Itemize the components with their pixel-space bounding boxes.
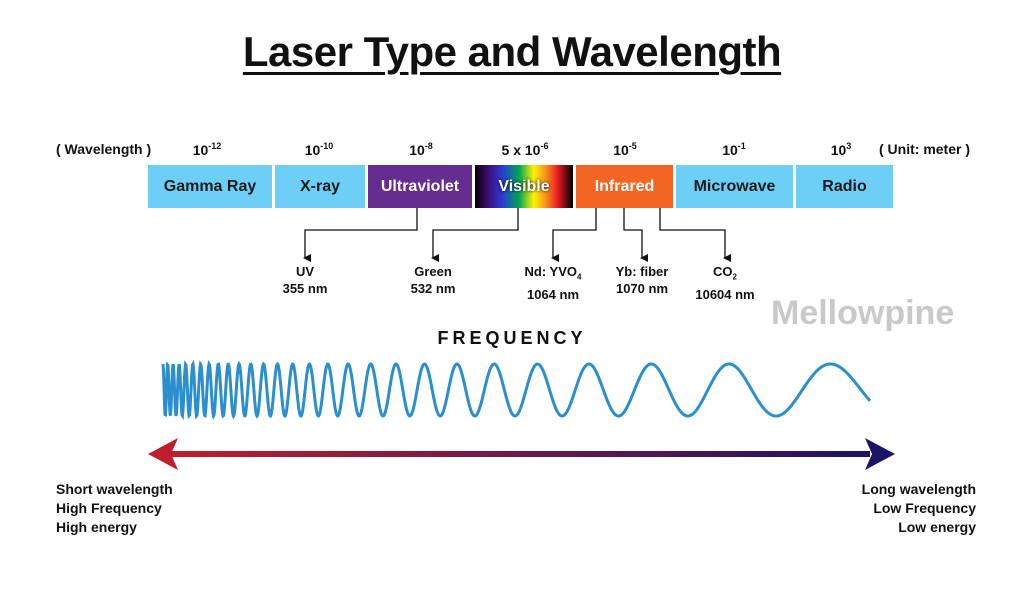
band-microwave: Microwave	[676, 165, 793, 208]
wavelength-tick-gamma: 10-12	[192, 141, 222, 158]
wavelength-tick-xray: 10-10	[304, 141, 334, 158]
band-gamma-ray: Gamma Ray	[148, 165, 272, 208]
band-ultraviolet: Ultraviolet	[368, 165, 472, 208]
left-end-notes: Short wavelength High Frequency High energ…	[56, 481, 173, 535]
watermark-logo: Mellowpine	[771, 294, 955, 332]
connector-green	[431, 208, 519, 262]
laser-yb-fiber: Yb: fiber 1070 nm	[615, 264, 669, 296]
band-infrared: Infrared	[576, 165, 673, 208]
frequency-wave	[161, 359, 872, 421]
wavelength-tick-infrared: 10-5	[613, 141, 637, 158]
wavelength-tick-microwave: 10-1	[722, 141, 746, 158]
frequency-label: FREQUENCY	[437, 328, 587, 348]
connector-ndyvo4	[551, 208, 597, 262]
laser-nd-yvo4: Nd: YVO4 1064 nm	[524, 264, 582, 302]
wavelength-arrow	[148, 438, 895, 470]
wavelength-label: ( Wavelength )	[56, 141, 152, 157]
band-x-ray: X-ray	[275, 165, 365, 208]
connector-yb-fiber	[623, 208, 648, 262]
laser-uv: UV 355 nm	[282, 264, 328, 296]
page-title: Laser Type and Wavelength	[242, 28, 782, 75]
laser-co2: CO2 10604 nm	[695, 264, 755, 302]
connector-uv	[303, 208, 418, 262]
right-end-notes: Long wavelength Low Frequency Low energy	[861, 481, 976, 535]
laser-green: Green 532 nm	[410, 264, 456, 296]
wavelength-tick-visible: 5 x 10-6	[501, 141, 549, 158]
connector-co2	[659, 208, 731, 262]
wavelength-tick-radio: 103	[830, 141, 852, 158]
band-radio: Radio	[796, 165, 893, 208]
band-visible: Visible	[475, 165, 573, 208]
unit-label: ( Unit: meter )	[879, 141, 970, 157]
wavelength-tick-ultraviolet: 10-8	[409, 141, 433, 158]
